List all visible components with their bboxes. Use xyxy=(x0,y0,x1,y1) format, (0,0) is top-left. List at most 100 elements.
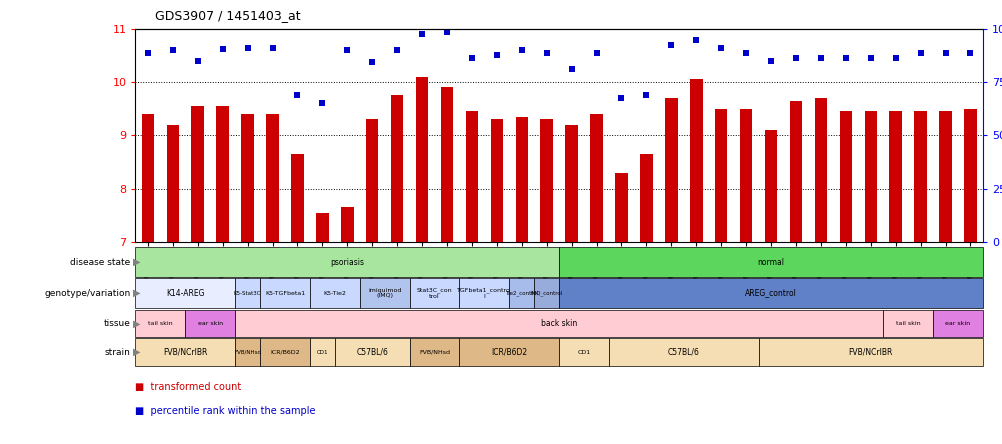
Text: psoriasis: psoriasis xyxy=(330,258,364,267)
Bar xyxy=(216,106,228,242)
Bar xyxy=(889,111,901,242)
Text: CD1: CD1 xyxy=(317,349,328,355)
Text: ■  transformed count: ■ transformed count xyxy=(135,382,241,392)
Text: ▶: ▶ xyxy=(133,288,140,298)
Bar xyxy=(316,213,329,242)
Point xyxy=(314,100,330,107)
Bar xyxy=(814,98,827,242)
Text: TGFbeta1_contro
l: TGFbeta1_contro l xyxy=(457,288,511,298)
Point xyxy=(812,55,828,62)
Point xyxy=(563,65,579,72)
Text: C57BL/6: C57BL/6 xyxy=(667,348,699,357)
Point xyxy=(364,58,380,65)
Bar xyxy=(789,101,802,242)
Point xyxy=(464,55,480,62)
Point xyxy=(439,28,455,35)
Text: Tie2_control: Tie2_control xyxy=(505,290,538,296)
Bar xyxy=(540,119,552,242)
Point xyxy=(588,49,604,56)
Text: FVB/NCrIBR: FVB/NCrIBR xyxy=(848,348,892,357)
Text: ▶: ▶ xyxy=(133,257,140,267)
Point xyxy=(937,49,953,56)
Bar xyxy=(963,109,976,242)
Bar xyxy=(515,117,527,242)
Bar xyxy=(639,154,652,242)
Point xyxy=(414,31,430,38)
Point xyxy=(912,49,928,56)
Bar xyxy=(465,111,478,242)
Point xyxy=(389,47,405,54)
Bar xyxy=(614,173,627,242)
Text: ICR/B6D2: ICR/B6D2 xyxy=(270,349,300,355)
Point xyxy=(837,55,853,62)
Text: ▶: ▶ xyxy=(133,347,140,357)
Point xyxy=(712,44,728,51)
Text: tail skin: tail skin xyxy=(148,321,172,326)
Bar xyxy=(739,109,752,242)
Point xyxy=(737,49,754,56)
Bar xyxy=(689,79,701,242)
Text: genotype/variation: genotype/variation xyxy=(44,289,130,297)
Bar xyxy=(864,111,876,242)
Bar xyxy=(341,207,353,242)
Point xyxy=(538,49,554,56)
Text: AREG_control: AREG_control xyxy=(744,289,797,297)
Point xyxy=(662,41,678,48)
Point xyxy=(887,55,903,62)
Bar xyxy=(166,125,178,242)
Bar xyxy=(391,95,403,242)
Text: C57BL/6: C57BL/6 xyxy=(356,348,388,357)
Point xyxy=(763,57,779,64)
Point xyxy=(788,55,804,62)
Point xyxy=(339,47,355,54)
Point xyxy=(962,49,978,56)
Point xyxy=(164,47,180,54)
Bar xyxy=(266,114,279,242)
Text: IMQ_control: IMQ_control xyxy=(530,290,562,296)
Text: CD1: CD1 xyxy=(577,349,590,355)
Bar xyxy=(590,114,602,242)
Bar xyxy=(291,154,304,242)
Text: GDS3907 / 1451403_at: GDS3907 / 1451403_at xyxy=(155,9,301,22)
Point xyxy=(513,47,529,54)
Point xyxy=(139,49,155,56)
Point xyxy=(290,92,306,99)
Text: disease state: disease state xyxy=(70,258,130,267)
Text: FVB/NCrIBR: FVB/NCrIBR xyxy=(163,348,207,357)
Text: ear skin: ear skin xyxy=(945,321,970,326)
Bar xyxy=(664,98,677,242)
Point xyxy=(862,55,878,62)
Point xyxy=(488,52,504,59)
Text: ■  percentile rank within the sample: ■ percentile rank within the sample xyxy=(135,406,316,416)
Text: tissue: tissue xyxy=(103,319,130,328)
Bar xyxy=(939,111,951,242)
Text: imiquimod
(IMQ): imiquimod (IMQ) xyxy=(368,288,401,298)
Bar xyxy=(366,119,378,242)
Bar xyxy=(914,111,926,242)
Text: FVB/NHsd: FVB/NHsd xyxy=(419,349,450,355)
Text: FVB/NHsd: FVB/NHsd xyxy=(233,349,261,355)
Text: ear skin: ear skin xyxy=(197,321,222,326)
Text: ▶: ▶ xyxy=(133,319,140,329)
Point xyxy=(189,57,205,64)
Point xyxy=(613,95,629,102)
Bar xyxy=(565,125,577,242)
Text: K5-TGFbeta1: K5-TGFbeta1 xyxy=(265,290,305,296)
Point xyxy=(265,44,281,51)
Text: normal: normal xyxy=(757,258,784,267)
Bar xyxy=(440,87,453,242)
Text: ICR/B6D2: ICR/B6D2 xyxy=(491,348,527,357)
Bar xyxy=(416,77,428,242)
Bar xyxy=(839,111,852,242)
Text: K5-Stat3C: K5-Stat3C xyxy=(233,290,262,296)
Text: K14-AREG: K14-AREG xyxy=(166,289,204,297)
Bar xyxy=(490,119,503,242)
Bar xyxy=(191,106,203,242)
Bar xyxy=(765,130,777,242)
Text: tail skin: tail skin xyxy=(895,321,920,326)
Text: Stat3C_con
trol: Stat3C_con trol xyxy=(416,288,452,298)
Text: strain: strain xyxy=(104,348,130,357)
Point xyxy=(214,46,230,53)
Bar xyxy=(141,114,154,242)
Bar xyxy=(241,114,254,242)
